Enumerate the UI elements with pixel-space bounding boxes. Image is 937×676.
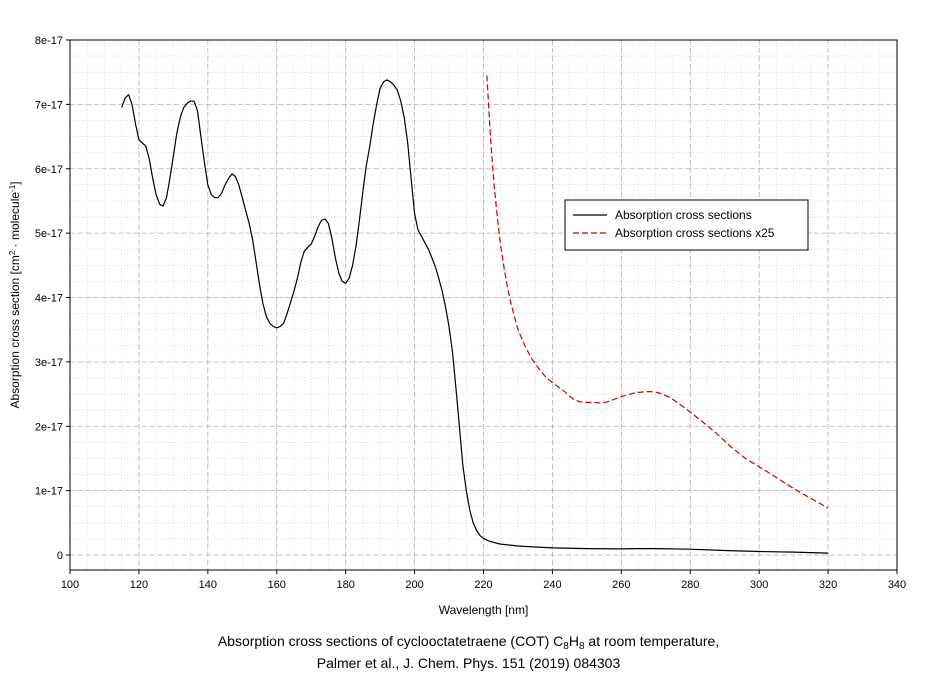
figure-caption: Absorption cross sections of cyclooctate… (0, 630, 937, 674)
x-tick-label: 220 (474, 579, 492, 591)
y-axis-label-part-2: · molecule (8, 192, 22, 251)
y-tick-label: 6e-17 (35, 164, 63, 176)
legend-entry-2: Absorption cross sections x25 (615, 226, 775, 240)
caption-text-c: at room temperature, (584, 633, 720, 649)
y-tick-label: 4e-17 (35, 293, 63, 305)
caption-subscript-1: 8 (563, 641, 569, 652)
x-tick-label: 300 (750, 579, 768, 591)
legend-box (564, 199, 809, 251)
y-tick-label: 1e-17 (35, 486, 63, 498)
y-tick-label: 0 (57, 550, 63, 562)
y-tick-label: 3e-17 (35, 357, 63, 369)
y-axis-label-superscript-2: 2 (8, 250, 17, 255)
x-tick-label: 160 (268, 579, 286, 591)
x-tick-label: 280 (681, 579, 699, 591)
x-tick-label: 100 (61, 579, 79, 591)
x-tick-label: 140 (199, 579, 217, 591)
y-axis-label-part-3: ] (8, 181, 22, 184)
y-tick-label: 7e-17 (35, 99, 63, 111)
caption-subscript-2: 8 (578, 641, 585, 652)
x-tick-label: 260 (612, 579, 630, 591)
x-tick-label: 120 (130, 579, 148, 591)
grid (69, 39, 898, 570)
x-tick-label: 200 (405, 579, 423, 591)
x-tick-label: 320 (819, 579, 837, 591)
legend: Absorption cross sections Absorption cros… (564, 199, 809, 251)
y-axis-label-part-1: Absorption cross section [cm (8, 255, 22, 408)
series-layer (121, 75, 829, 554)
x-axis-label: Wavelength [nm] (439, 603, 529, 617)
series-line-2 (486, 75, 829, 509)
series-line-1 (121, 79, 829, 554)
caption-text-b: H (568, 633, 579, 649)
y-tick-label: 8e-17 (35, 35, 63, 47)
x-tick-label: 240 (543, 579, 561, 591)
legend-entry-1: Absorption cross sections (615, 208, 752, 222)
caption-text-a: Absorption cross sections of cyclooctate… (217, 633, 564, 649)
y-axis-label: Absorption cross section [cm2 · molecule… (8, 181, 23, 408)
x-tick-label: 340 (888, 579, 906, 591)
y-tick-label: 5e-17 (35, 228, 63, 240)
caption-line-2: Palmer et al., J. Chem. Phys. 151 (2019)… (316, 655, 621, 671)
y-tick-label: 2e-17 (35, 421, 63, 433)
caption-line-1: Absorption cross sections of cyclooctate… (0, 630, 937, 652)
axis-ticks: 100 120 140 160 180 200 220 240 260 280 300 320 340 0… (35, 35, 906, 591)
x-tick-label: 180 (336, 579, 354, 591)
y-axis-label-superscript-minus1: -1 (8, 184, 17, 192)
